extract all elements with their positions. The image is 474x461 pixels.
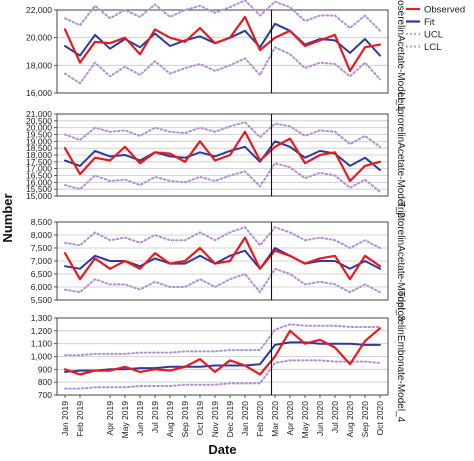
y-tick-label: 16,500 bbox=[26, 171, 52, 181]
y-tick-label: 18,000 bbox=[26, 60, 52, 70]
x-tick-label: Jun 2019 bbox=[135, 401, 145, 436]
series-line-observed bbox=[63, 15, 382, 73]
y-tick-label: 17,500 bbox=[26, 157, 52, 167]
series-line-ucl bbox=[64, 323, 381, 357]
x-tick-label: Aug 2020 bbox=[345, 401, 355, 438]
panel-frame bbox=[56, 221, 389, 301]
series-line-lcl bbox=[64, 162, 381, 193]
x-tick-label: Jan 2020 bbox=[240, 401, 250, 436]
series-line-ucl bbox=[64, 0, 381, 32]
x-tick-label: Jul 2019 bbox=[150, 401, 160, 433]
y-tick-label: 20,000 bbox=[26, 33, 52, 43]
y-tick-label: 7,000 bbox=[31, 256, 53, 266]
y-tick-label: 16,000 bbox=[26, 177, 52, 187]
x-tick-label: May 2019 bbox=[120, 401, 130, 439]
y-tick-label: 18,500 bbox=[26, 143, 52, 153]
x-tick-label: Jan 2019 bbox=[60, 401, 70, 436]
y-tick-label: 20,000 bbox=[26, 123, 52, 133]
y-tick-label: 21,000 bbox=[26, 109, 52, 119]
panel-label: TriptorelinEmbonate-Model_4 bbox=[395, 291, 406, 423]
panel-2: 15,00015,50016,00016,50017,00017,50018,0… bbox=[26, 92, 406, 218]
panel-background bbox=[57, 10, 388, 93]
y-tick-label: 1,100 bbox=[31, 339, 53, 349]
x-tick-label: Oct 2020 bbox=[375, 401, 385, 436]
panel-label: GoserelinAcetate-Model_1 bbox=[395, 0, 406, 111]
y-tick-label: 22,000 bbox=[26, 5, 52, 15]
y-tick-label: 15,500 bbox=[26, 184, 52, 194]
panel-label: TriptorelinAcetate-Model_3 bbox=[395, 201, 406, 321]
series-line-fit bbox=[64, 247, 381, 270]
y-tick-label: 900 bbox=[38, 364, 52, 374]
y-tick-label: 1,300 bbox=[31, 313, 53, 323]
panel-frame bbox=[56, 317, 389, 396]
y-tick-label: 15,000 bbox=[26, 191, 52, 201]
x-tick-label: Feb 2019 bbox=[75, 401, 85, 437]
y-tick-label: 700 bbox=[38, 390, 52, 400]
panel-4: 700 800 900 1,000 1,100 1,200 1,300 Triptorelin… bbox=[31, 291, 406, 423]
x-tick-label: Sep 2019 bbox=[180, 401, 190, 438]
x-tick-label: Oct 2019 bbox=[195, 401, 205, 436]
y-tick-label: 6,500 bbox=[31, 269, 53, 279]
y-tick-label: 5,500 bbox=[31, 295, 53, 305]
y-tick-label: 800 bbox=[38, 377, 52, 387]
panel-3: 5,500 6,000 6,500 7,000 7,500 8,000 8,500 Tript… bbox=[31, 201, 406, 321]
y-tick-label: 8,500 bbox=[31, 217, 53, 227]
y-tick-label: 8,000 bbox=[31, 230, 53, 240]
x-tick-label: Aug 2019 bbox=[165, 401, 175, 438]
series-line-lcl bbox=[64, 267, 381, 294]
y-tick-label: 17,000 bbox=[26, 164, 52, 174]
x-axis-title: Date bbox=[208, 442, 236, 457]
series-line-observed bbox=[63, 236, 382, 281]
panel-1: 16,000 18,000 20,000 22,000 GoserelinAcetate… bbox=[26, 0, 406, 111]
y-axis-title: Number bbox=[0, 193, 15, 242]
legend-label-lcl: LCL bbox=[424, 42, 441, 53]
series-line-observed bbox=[63, 130, 382, 183]
x-tick-label: Apr 2019 bbox=[105, 401, 115, 436]
series-line-observed bbox=[63, 327, 382, 376]
y-tick-label: 1,000 bbox=[31, 352, 53, 362]
legend-label-ucl: UCL bbox=[424, 30, 443, 41]
series-line-lcl bbox=[64, 46, 381, 85]
y-tick-label: 19,000 bbox=[26, 136, 52, 146]
series-line-ucl bbox=[64, 226, 381, 249]
series-line-ucl bbox=[64, 121, 381, 148]
y-tick-label: 7,500 bbox=[31, 243, 53, 253]
series-line-lcl bbox=[64, 359, 381, 390]
x-tick-label: Mar 2020 bbox=[270, 401, 280, 437]
panel-frame bbox=[56, 113, 389, 197]
y-tick-label: 18,000 bbox=[26, 150, 52, 160]
x-tick-label: Jul 2020 bbox=[330, 401, 340, 433]
legend-label-fit: Fit bbox=[424, 17, 435, 28]
x-tick-label: Dec 2019 bbox=[225, 401, 235, 438]
x-tick-label: Feb 2020 bbox=[255, 401, 265, 437]
series-line-fit bbox=[64, 140, 381, 171]
panel-label: LeuprorelinAcetate-Model_2 bbox=[395, 92, 406, 218]
y-tick-label: 6,000 bbox=[31, 282, 53, 292]
legend-label-observed: Observed bbox=[424, 5, 465, 16]
y-tick-label: 19,500 bbox=[26, 130, 52, 140]
y-tick-label: 16,000 bbox=[26, 88, 52, 98]
x-tick-label: Apr 2020 bbox=[285, 401, 295, 436]
x-tick-label: Nov 2019 bbox=[210, 401, 220, 438]
y-tick-label: 20,500 bbox=[26, 116, 52, 126]
x-tick-label: May 2020 bbox=[300, 401, 310, 439]
y-tick-label: 1,200 bbox=[31, 326, 53, 336]
x-tick-label: Jun 2020 bbox=[315, 401, 325, 436]
x-tick-label: Sep 2020 bbox=[360, 401, 370, 438]
